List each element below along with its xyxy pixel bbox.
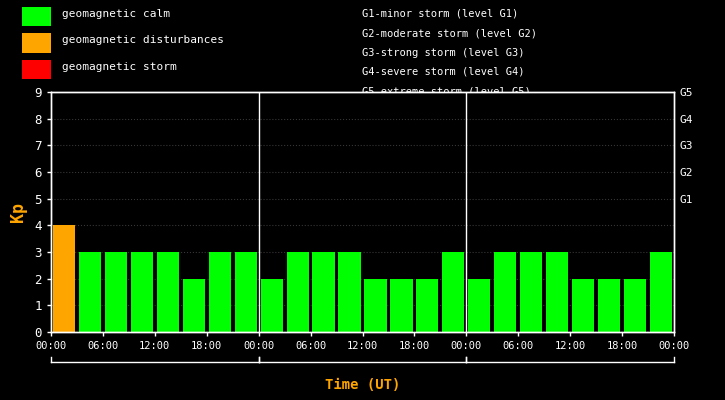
Bar bbox=[104, 252, 127, 332]
Text: geomagnetic disturbances: geomagnetic disturbances bbox=[62, 36, 223, 46]
Y-axis label: Kp: Kp bbox=[9, 202, 28, 222]
Text: Time (UT): Time (UT) bbox=[325, 378, 400, 392]
Bar bbox=[468, 279, 490, 332]
Bar bbox=[521, 252, 542, 332]
Bar bbox=[416, 279, 439, 332]
Bar bbox=[260, 279, 283, 332]
Bar bbox=[598, 279, 621, 332]
Bar bbox=[209, 252, 231, 332]
Bar bbox=[624, 279, 646, 332]
Bar bbox=[339, 252, 360, 332]
Text: G2-moderate storm (level G2): G2-moderate storm (level G2) bbox=[362, 28, 537, 38]
Text: G4-severe storm (level G4): G4-severe storm (level G4) bbox=[362, 67, 525, 77]
Bar bbox=[235, 252, 257, 332]
Bar bbox=[157, 252, 178, 332]
Bar bbox=[79, 252, 101, 332]
FancyBboxPatch shape bbox=[22, 7, 51, 26]
Bar bbox=[547, 252, 568, 332]
FancyBboxPatch shape bbox=[22, 34, 51, 53]
Text: geomagnetic calm: geomagnetic calm bbox=[62, 9, 170, 19]
Bar bbox=[286, 252, 309, 332]
Text: G3-strong storm (level G3): G3-strong storm (level G3) bbox=[362, 48, 525, 58]
Bar bbox=[312, 252, 334, 332]
Text: G1-minor storm (level G1): G1-minor storm (level G1) bbox=[362, 9, 519, 19]
Bar bbox=[442, 252, 465, 332]
Text: geomagnetic storm: geomagnetic storm bbox=[62, 62, 176, 72]
Bar bbox=[365, 279, 386, 332]
Bar bbox=[53, 225, 75, 332]
FancyBboxPatch shape bbox=[22, 60, 51, 79]
Text: G5-extreme storm (level G5): G5-extreme storm (level G5) bbox=[362, 86, 531, 96]
Bar bbox=[130, 252, 153, 332]
Bar bbox=[650, 252, 672, 332]
Bar bbox=[494, 252, 516, 332]
Bar bbox=[572, 279, 594, 332]
Bar bbox=[183, 279, 204, 332]
Bar bbox=[391, 279, 413, 332]
